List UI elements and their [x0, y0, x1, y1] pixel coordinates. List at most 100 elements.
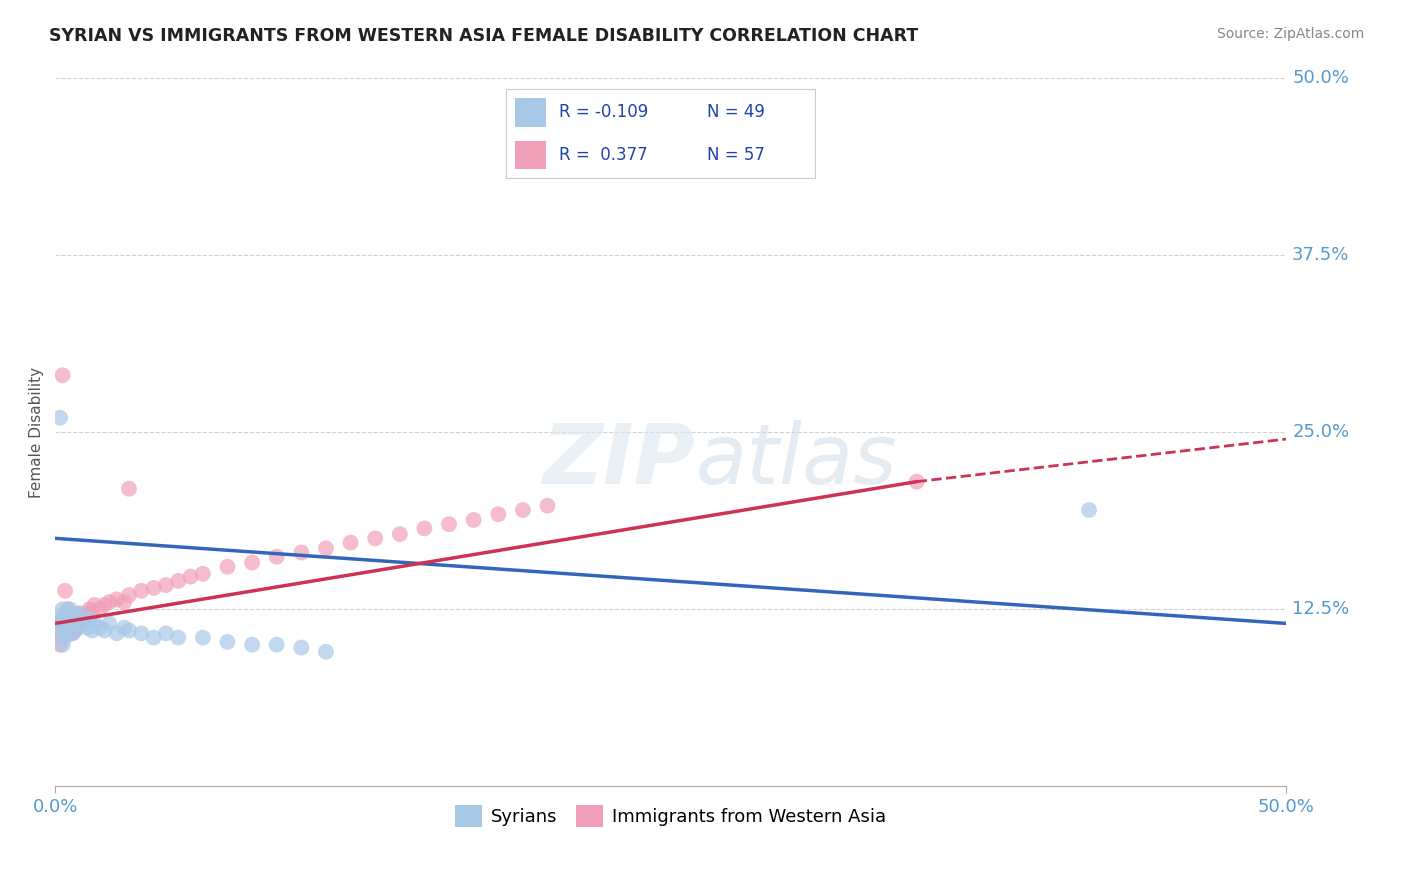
- Point: [56, 626, 79, 640]
- Point: [98, 595, 121, 609]
- Point: [59, 612, 82, 626]
- Point: [51, 631, 73, 645]
- Point: [315, 541, 337, 556]
- Point: [51, 621, 73, 635]
- Point: [536, 499, 558, 513]
- Point: [51, 616, 73, 631]
- Point: [60, 616, 83, 631]
- Point: [56, 616, 79, 631]
- Point: [89, 621, 111, 635]
- Point: [105, 626, 128, 640]
- Text: atlas: atlas: [695, 420, 897, 501]
- Point: [217, 559, 239, 574]
- Point: [142, 581, 165, 595]
- Point: [51, 626, 73, 640]
- Point: [266, 638, 288, 652]
- Text: N = 57: N = 57: [707, 146, 765, 164]
- Point: [51, 612, 73, 626]
- Point: [180, 569, 202, 583]
- Point: [240, 638, 263, 652]
- Point: [59, 624, 82, 638]
- Point: [82, 607, 104, 621]
- Text: ZIP: ZIP: [543, 420, 695, 501]
- Point: [339, 535, 361, 549]
- Point: [89, 602, 111, 616]
- Point: [98, 616, 121, 631]
- Point: [240, 556, 263, 570]
- Point: [79, 612, 101, 626]
- Text: 37.5%: 37.5%: [1292, 246, 1350, 264]
- Point: [1078, 503, 1101, 517]
- Point: [69, 607, 91, 621]
- Point: [76, 607, 98, 621]
- Point: [118, 482, 141, 496]
- Text: 25.0%: 25.0%: [1292, 423, 1350, 441]
- Point: [49, 624, 72, 638]
- Point: [155, 626, 177, 640]
- Point: [63, 612, 86, 626]
- Point: [83, 616, 105, 631]
- Point: [66, 621, 89, 635]
- Point: [155, 578, 177, 592]
- Legend: Syrians, Immigrants from Western Asia: Syrians, Immigrants from Western Asia: [449, 797, 893, 834]
- FancyBboxPatch shape: [516, 98, 547, 127]
- Point: [76, 621, 98, 635]
- Text: SYRIAN VS IMMIGRANTS FROM WESTERN ASIA FEMALE DISABILITY CORRELATION CHART: SYRIAN VS IMMIGRANTS FROM WESTERN ASIA F…: [49, 27, 918, 45]
- Point: [93, 598, 115, 612]
- Point: [56, 612, 79, 626]
- Point: [118, 588, 141, 602]
- Point: [69, 616, 91, 631]
- Point: [63, 612, 86, 626]
- Point: [131, 583, 153, 598]
- Point: [70, 612, 93, 626]
- Point: [59, 621, 82, 635]
- Text: R =  0.377: R = 0.377: [558, 146, 647, 164]
- Point: [49, 410, 72, 425]
- Point: [56, 624, 79, 638]
- Point: [60, 626, 83, 640]
- FancyBboxPatch shape: [516, 141, 547, 169]
- Point: [93, 624, 115, 638]
- Point: [66, 609, 89, 624]
- Point: [142, 631, 165, 645]
- Point: [56, 602, 79, 616]
- Point: [73, 609, 96, 624]
- Text: 50.0%: 50.0%: [1292, 69, 1348, 87]
- Point: [437, 517, 460, 532]
- Text: Source: ZipAtlas.com: Source: ZipAtlas.com: [1216, 27, 1364, 41]
- Point: [413, 521, 436, 535]
- Point: [131, 626, 153, 640]
- Point: [217, 635, 239, 649]
- Point: [51, 368, 73, 383]
- Point: [905, 475, 928, 489]
- Point: [486, 508, 509, 522]
- Point: [364, 532, 387, 546]
- Point: [59, 602, 82, 616]
- Point: [70, 612, 93, 626]
- Point: [66, 609, 89, 624]
- Point: [49, 609, 72, 624]
- Point: [60, 616, 83, 631]
- Point: [290, 640, 312, 655]
- Point: [53, 621, 76, 635]
- Point: [49, 638, 72, 652]
- Point: [290, 545, 312, 559]
- Point: [46, 616, 69, 631]
- Point: [167, 574, 190, 588]
- Point: [512, 503, 534, 517]
- Point: [53, 616, 76, 631]
- Point: [60, 607, 83, 621]
- Point: [56, 607, 79, 621]
- Point: [105, 592, 128, 607]
- Point: [191, 631, 214, 645]
- Point: [63, 624, 86, 638]
- Point: [51, 638, 73, 652]
- Point: [53, 626, 76, 640]
- Point: [53, 631, 76, 645]
- Point: [463, 513, 485, 527]
- Point: [112, 595, 135, 609]
- Point: [66, 621, 89, 635]
- Text: R = -0.109: R = -0.109: [558, 103, 648, 121]
- Point: [73, 616, 96, 631]
- Point: [53, 583, 76, 598]
